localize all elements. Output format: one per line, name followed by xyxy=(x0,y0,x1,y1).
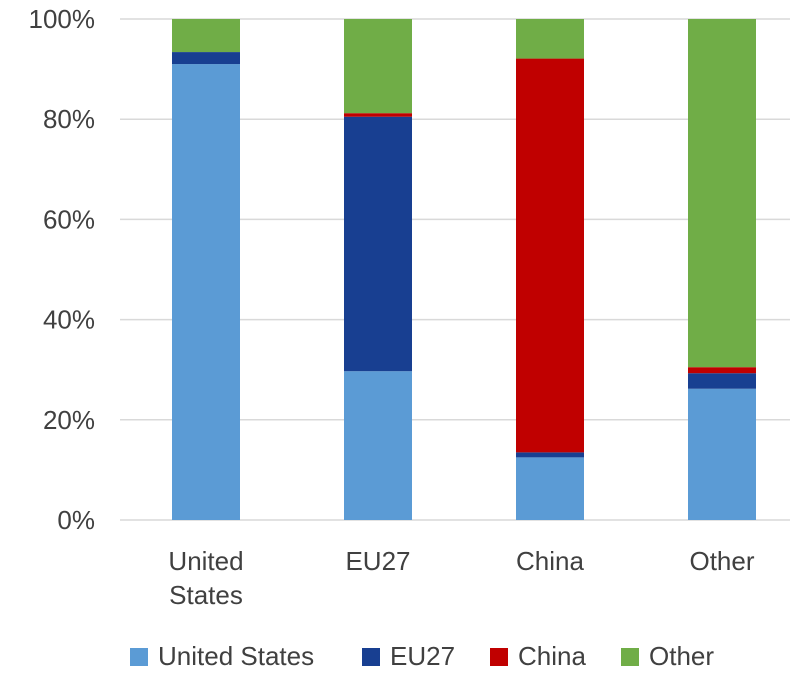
bar-segment-china xyxy=(516,58,584,453)
legend: United States EU27 China Other xyxy=(130,641,714,671)
y-tick-label: 80% xyxy=(43,104,95,134)
x-category-label: United States xyxy=(168,546,243,610)
x-category-label-line: China xyxy=(516,546,584,576)
bar-segment-united-states xyxy=(688,388,756,520)
y-tick-label: 100% xyxy=(29,4,96,34)
x-category-label: China xyxy=(516,546,584,576)
legend-label: EU27 xyxy=(390,641,455,671)
bar-segment-eu27 xyxy=(344,116,412,372)
x-category-label-line: Other xyxy=(689,546,754,576)
bars xyxy=(172,19,756,520)
x-category-label-line: EU27 xyxy=(345,546,410,576)
x-category-label: EU27 xyxy=(345,546,410,576)
bar-segment-china xyxy=(344,113,412,117)
y-tick-label: 40% xyxy=(43,305,95,335)
bar-segment-united-states xyxy=(516,457,584,520)
x-category-label: Other xyxy=(689,546,754,576)
y-tick-label: 20% xyxy=(43,405,95,435)
bar-segment-eu27 xyxy=(172,52,240,65)
bar-segment-other xyxy=(516,19,584,59)
bar-segment-other xyxy=(688,19,756,368)
bar-segment-united-states xyxy=(344,371,412,520)
bar-segment-china xyxy=(688,367,756,374)
y-tick-label: 60% xyxy=(43,204,95,234)
legend-swatch xyxy=(621,648,639,666)
y-axis-tick-labels: 0% 20% 40% 60% 80% 100% xyxy=(29,4,96,535)
bar-segment-eu27 xyxy=(688,373,756,389)
legend-swatch xyxy=(362,648,380,666)
x-category-label-line: States xyxy=(169,580,243,610)
y-tick-label: 0% xyxy=(57,505,95,535)
legend-swatch xyxy=(490,648,508,666)
x-category-label-line: United xyxy=(168,546,243,576)
x-axis-category-labels: United States EU27 China Other xyxy=(168,546,754,610)
legend-label: China xyxy=(518,641,586,671)
bar-segment-eu27 xyxy=(516,452,584,458)
bar-segment-other xyxy=(172,19,240,53)
bar-segment-united-states xyxy=(172,64,240,520)
legend-label: Other xyxy=(649,641,714,671)
legend-label: United States xyxy=(158,641,314,671)
bar-segment-other xyxy=(344,19,412,114)
legend-swatch xyxy=(130,648,148,666)
